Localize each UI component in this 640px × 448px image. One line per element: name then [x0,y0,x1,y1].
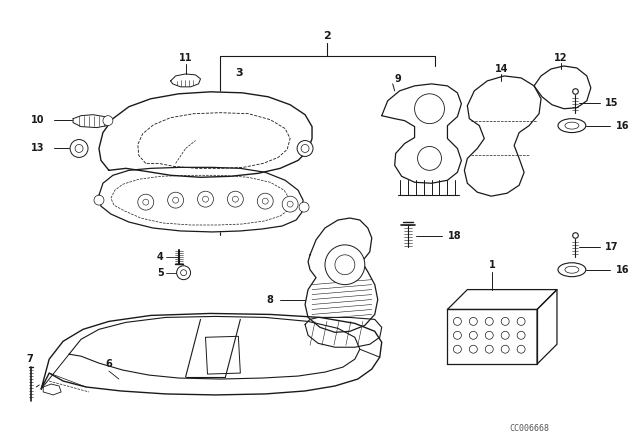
Circle shape [297,141,313,156]
Polygon shape [73,115,109,128]
Text: CC006668: CC006668 [509,424,549,433]
Text: 12: 12 [554,53,568,63]
Text: 9: 9 [395,74,401,84]
Text: 18: 18 [447,231,461,241]
Circle shape [103,116,113,125]
Circle shape [138,194,154,210]
Polygon shape [99,92,312,177]
Polygon shape [381,84,461,183]
Circle shape [485,345,493,353]
Text: 3: 3 [236,68,243,78]
Text: 2: 2 [323,31,331,41]
Text: 17: 17 [605,242,618,252]
Polygon shape [465,76,541,196]
Circle shape [517,345,525,353]
Circle shape [501,345,509,353]
Circle shape [70,139,88,157]
Polygon shape [41,314,381,395]
Circle shape [469,345,477,353]
Circle shape [94,195,104,205]
Circle shape [325,245,365,284]
Polygon shape [44,384,61,395]
Circle shape [517,318,525,325]
Text: 6: 6 [106,359,112,369]
Circle shape [168,192,184,208]
Circle shape [177,266,191,280]
Text: 10: 10 [31,115,44,125]
Circle shape [453,332,461,339]
Circle shape [469,318,477,325]
Text: 5: 5 [157,268,164,278]
Circle shape [257,193,273,209]
Circle shape [282,196,298,212]
Text: 15: 15 [605,98,618,108]
Text: 14: 14 [495,64,508,74]
Text: 4: 4 [157,252,164,262]
Text: 1: 1 [489,260,495,270]
Circle shape [227,191,243,207]
Ellipse shape [558,119,586,133]
Circle shape [469,332,477,339]
Ellipse shape [558,263,586,277]
Circle shape [299,202,309,212]
Text: 8: 8 [266,294,273,305]
Polygon shape [305,318,381,347]
Circle shape [485,332,493,339]
Circle shape [453,318,461,325]
Text: 7: 7 [26,354,33,364]
Text: 13: 13 [31,143,44,154]
Polygon shape [534,66,591,109]
Text: 16: 16 [616,121,629,131]
Text: 16: 16 [616,265,629,275]
Circle shape [517,332,525,339]
Circle shape [501,318,509,325]
Polygon shape [171,74,200,87]
Circle shape [198,191,214,207]
Polygon shape [99,168,303,232]
Polygon shape [305,218,378,332]
Circle shape [453,345,461,353]
Circle shape [485,318,493,325]
Text: 11: 11 [179,53,193,63]
Circle shape [501,332,509,339]
